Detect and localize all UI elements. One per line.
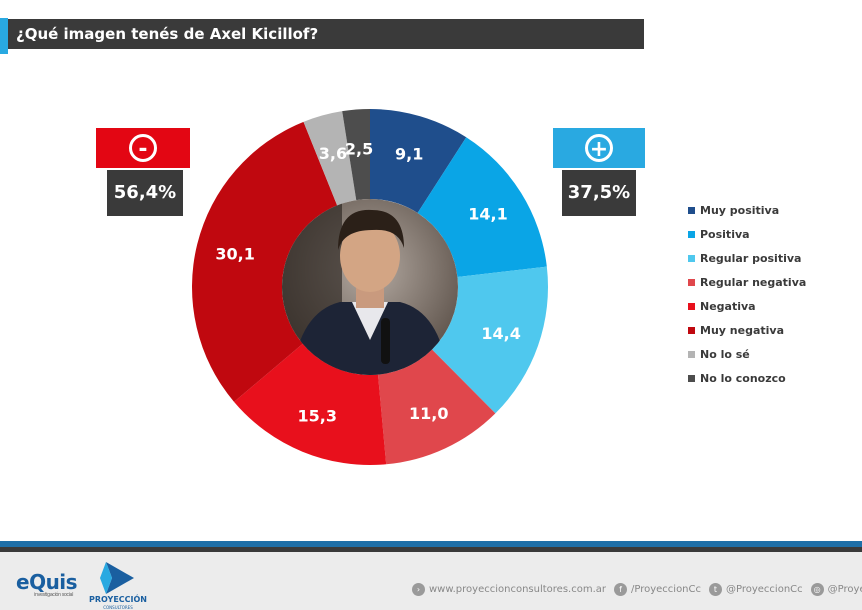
legend-swatch xyxy=(688,254,695,262)
portrait-photo xyxy=(282,199,458,375)
negative-sign-box: - xyxy=(96,128,190,168)
legend-label: Regular negativa xyxy=(700,275,807,289)
social-twitter-text: @ProyeccionCc xyxy=(726,584,803,595)
footer-rule-blue xyxy=(0,541,862,547)
negative-percent: 56,4% xyxy=(107,170,183,216)
proyeccion-logo: PROYECCIÓN CONSULTORES xyxy=(86,560,150,610)
equis-logo: eQuis investigación social xyxy=(16,570,78,598)
web-icon: › xyxy=(412,583,425,596)
footer-socials: › www.proyeccionconsultores.com.ar f /Pr… xyxy=(412,583,862,596)
slice-regular-positiva xyxy=(431,266,548,414)
slice-label: 15,3 xyxy=(298,407,337,426)
footer xyxy=(0,552,862,610)
legend-swatch xyxy=(688,206,695,214)
donut-chart: 9,1 14,1 14,4 11,0 15,3 30,1 3,62,5 xyxy=(192,109,548,465)
social-facebook[interactable]: f /ProyeccionCc xyxy=(613,583,701,596)
positive-percent: 37,5% xyxy=(562,170,636,216)
legend-item: Muy positiva xyxy=(688,198,806,222)
slice-label: 14,1 xyxy=(468,205,507,224)
slice-label: 14,4 xyxy=(481,324,520,343)
proyeccion-logo-name: PROYECCIÓN xyxy=(88,595,147,604)
footer-rule-dark xyxy=(0,547,862,552)
instagram-icon: ◎ xyxy=(810,583,824,596)
legend-swatch xyxy=(688,350,695,358)
slice-label: 30,1 xyxy=(215,245,254,264)
legend-label: Positiva xyxy=(700,227,750,241)
slice-positiva xyxy=(417,137,547,277)
proyeccion-logo-sub: CONSULTORES xyxy=(103,605,133,610)
equis-logo-sub: investigación social xyxy=(34,592,74,598)
slice-regular-negativa xyxy=(377,349,496,465)
social-twitter[interactable]: t @ProyeccionCc xyxy=(709,583,803,596)
legend-label: No lo conozco xyxy=(700,371,786,385)
minus-icon: - xyxy=(129,134,157,162)
chart-title: ¿Qué imagen tenés de Axel Kicillof? xyxy=(8,19,644,49)
legend-label: No lo sé xyxy=(700,347,750,361)
slice-negativa xyxy=(234,343,387,465)
facebook-icon: f xyxy=(613,583,627,596)
legend-item: Regular positiva xyxy=(688,246,806,270)
legend-item: No lo sé xyxy=(688,342,806,366)
slice-label: 11,0 xyxy=(409,404,448,423)
legend-item: No lo conozco xyxy=(688,366,806,390)
legend-label: Muy positiva xyxy=(700,203,780,217)
legend-item: Muy negativa xyxy=(688,318,806,342)
twitter-icon: t xyxy=(709,583,722,596)
social-instagram[interactable]: ◎ @ProyeccionCc xyxy=(810,583,862,596)
slice-muy-positiva xyxy=(370,109,467,213)
slice-label: 2,5 xyxy=(345,139,373,158)
legend-label: Muy negativa xyxy=(700,323,784,337)
positive-sign-box: + xyxy=(553,128,645,168)
legend-swatch xyxy=(688,374,695,382)
chart-legend: Muy positiva Positiva Regular positiva Regu… xyxy=(688,198,806,390)
legend-item: Regular negativa xyxy=(688,270,806,294)
social-web-text: www.proyeccionconsultores.com.ar xyxy=(429,584,606,595)
plus-icon: + xyxy=(585,134,613,162)
equis-logo-name: eQuis xyxy=(16,570,78,594)
legend-item: Negativa xyxy=(688,294,806,318)
title-accent-bar xyxy=(0,18,8,54)
slice-no-lo-s- xyxy=(303,111,357,206)
legend-label: Regular positiva xyxy=(700,251,802,265)
slice-label: 3,6 xyxy=(319,144,347,163)
slice-muy-negativa xyxy=(192,121,338,402)
social-instagram-text: @ProyeccionCc xyxy=(827,584,862,595)
social-web[interactable]: › www.proyeccionconsultores.com.ar xyxy=(412,583,606,596)
legend-swatch xyxy=(688,302,695,310)
slice-label: 9,1 xyxy=(395,145,423,164)
legend-label: Negativa xyxy=(700,299,756,313)
social-facebook-text: /ProyeccionCc xyxy=(630,584,701,595)
legend-swatch xyxy=(688,326,695,334)
proyeccion-arrow-icon xyxy=(100,562,134,594)
legend-swatch xyxy=(688,278,695,286)
legend-item: Positiva xyxy=(688,222,806,246)
slice-no-lo-conozco xyxy=(342,109,370,201)
legend-swatch xyxy=(688,230,695,238)
